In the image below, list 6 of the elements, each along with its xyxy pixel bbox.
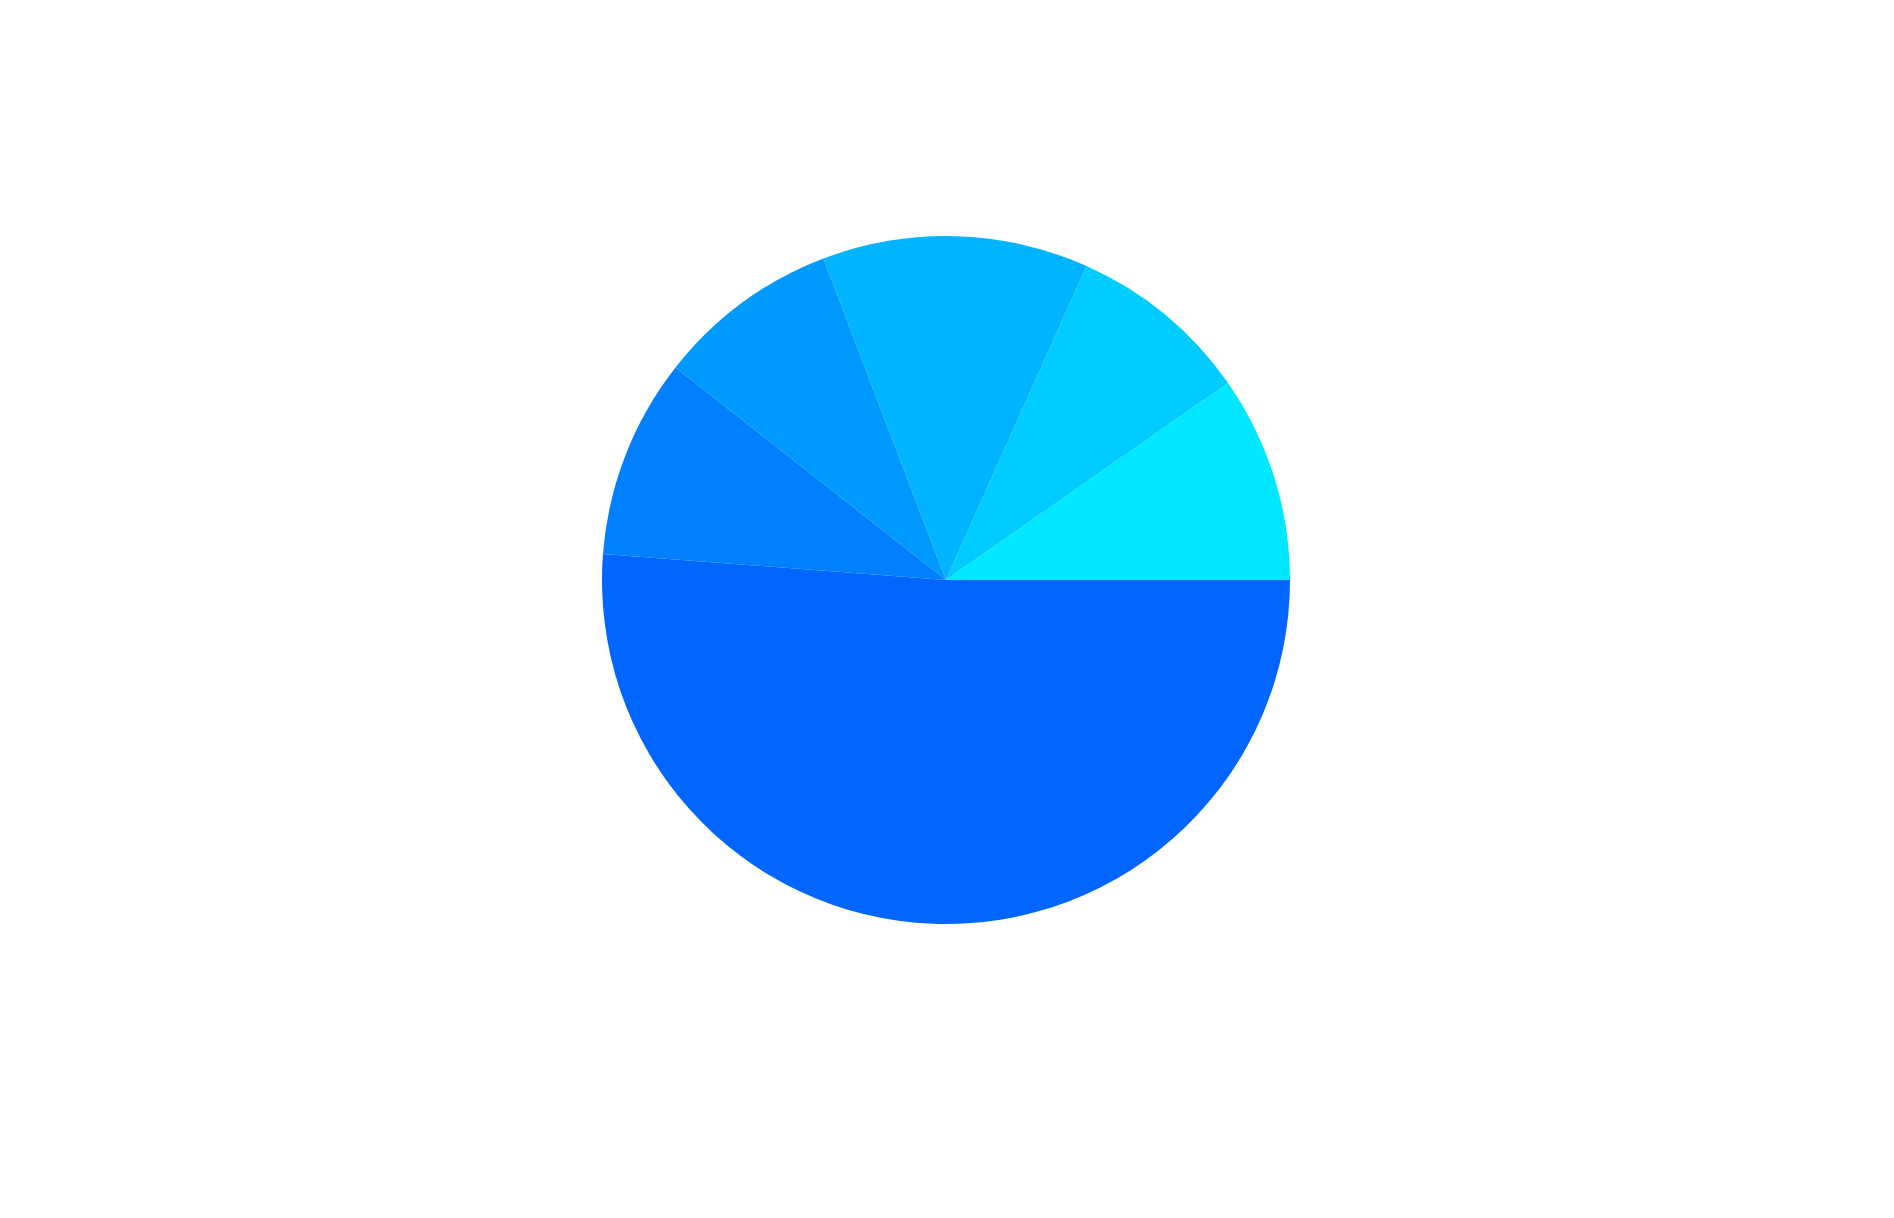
pie-slice: [823, 236, 1087, 580]
pie-slice: [946, 266, 1229, 580]
pie-slice: [675, 258, 946, 580]
pie-slice: [946, 383, 1290, 580]
pie-slice: [602, 367, 946, 580]
pie-slice: [602, 554, 1290, 924]
